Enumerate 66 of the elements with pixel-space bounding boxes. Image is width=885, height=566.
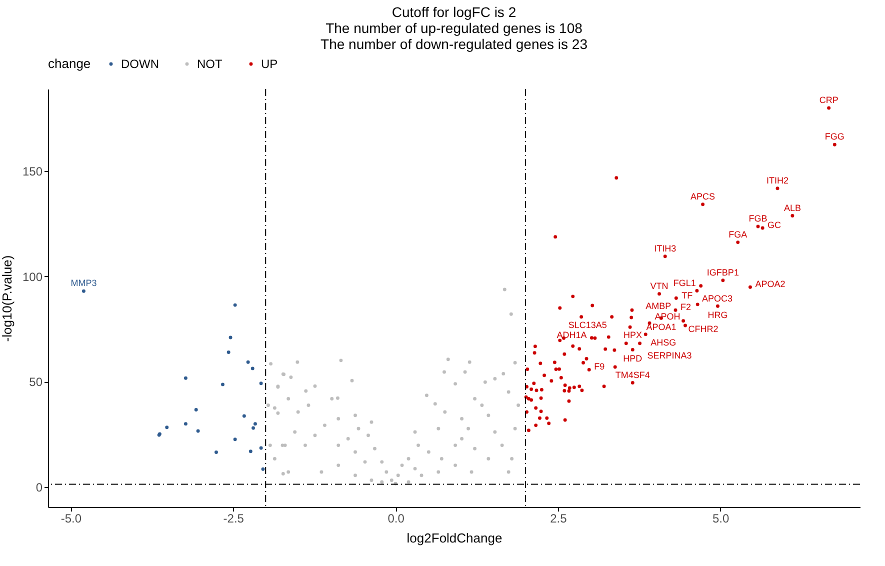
x-tick-label: 5.0: [712, 512, 730, 526]
legend-title: change: [48, 56, 91, 71]
y-tick-label: 0: [36, 480, 43, 494]
annotation: FGB: [748, 214, 768, 224]
annotation: FGA: [728, 229, 748, 240]
annotation: HPD: [623, 354, 643, 364]
annotation: ITIH3: [654, 243, 676, 254]
annotation: APOA2: [755, 279, 786, 290]
point: [259, 382, 263, 386]
legend-label: DOWN: [121, 57, 159, 71]
annotation: HPX: [624, 330, 642, 340]
point: [248, 450, 252, 454]
annotation: CFHR2: [688, 324, 718, 334]
point: [226, 350, 230, 354]
annotation: APCS: [690, 191, 716, 202]
point: [259, 446, 263, 450]
annotation: F2: [680, 302, 692, 312]
point: [252, 426, 256, 430]
annotation: SERPINA3: [647, 350, 692, 360]
point: [221, 382, 224, 386]
annotation: TF: [682, 290, 694, 300]
x-tick-label: -2.5: [223, 512, 244, 526]
point: [196, 429, 200, 433]
annotation: AHSG: [650, 337, 676, 348]
point: [184, 422, 188, 426]
annotation: ALB: [784, 202, 801, 213]
point: [82, 289, 86, 293]
point: [261, 467, 265, 471]
annotation: GC: [768, 220, 782, 230]
annotation: FGL1: [673, 278, 696, 288]
annotation: ITIH2: [766, 175, 789, 186]
point: [233, 438, 237, 442]
y-tick-label: 150: [22, 164, 43, 179]
y-tick-label: 100: [22, 270, 43, 284]
x-tick-label: 2.5: [550, 512, 568, 526]
point: [228, 336, 232, 340]
x-axis-title: log2FoldChange: [406, 530, 502, 546]
point: [214, 450, 218, 454]
y-axis-title: -log10(P.value): [0, 255, 14, 342]
legend-label: UP: [261, 57, 278, 71]
annotation: AMBP: [646, 301, 672, 312]
x-tick-label: -5.0: [60, 512, 82, 526]
annotation: MMP3: [70, 278, 97, 288]
annotation: CRP: [819, 94, 838, 105]
annotation: FGG: [824, 132, 844, 142]
point: [194, 408, 198, 412]
annotation: HRG: [708, 310, 728, 320]
point: [233, 303, 237, 307]
point: [253, 422, 257, 426]
point: [246, 360, 250, 364]
annotation: APOA1: [646, 322, 676, 332]
annotation: ADH1A: [556, 330, 587, 340]
annotation: APOC3: [702, 294, 732, 304]
point: [250, 366, 254, 370]
point: [242, 414, 246, 418]
annotation: IGFBP1: [706, 267, 739, 278]
y-tick-label: 50: [29, 375, 43, 390]
x-tick-label: 0.0: [388, 512, 405, 526]
annotation: VTN: [650, 280, 668, 291]
annotation: F9: [594, 362, 605, 372]
point: [184, 376, 188, 380]
legend-label: NOT: [197, 57, 223, 71]
point: [165, 426, 169, 430]
annotation: SLC13A5: [568, 320, 607, 330]
chart-title: Cutoff for logFC is 2 The number of up-regulated genes is 108 The number of down-regulated genes is 23: [320, 4, 588, 52]
annotation: TM4SF4: [615, 370, 650, 380]
